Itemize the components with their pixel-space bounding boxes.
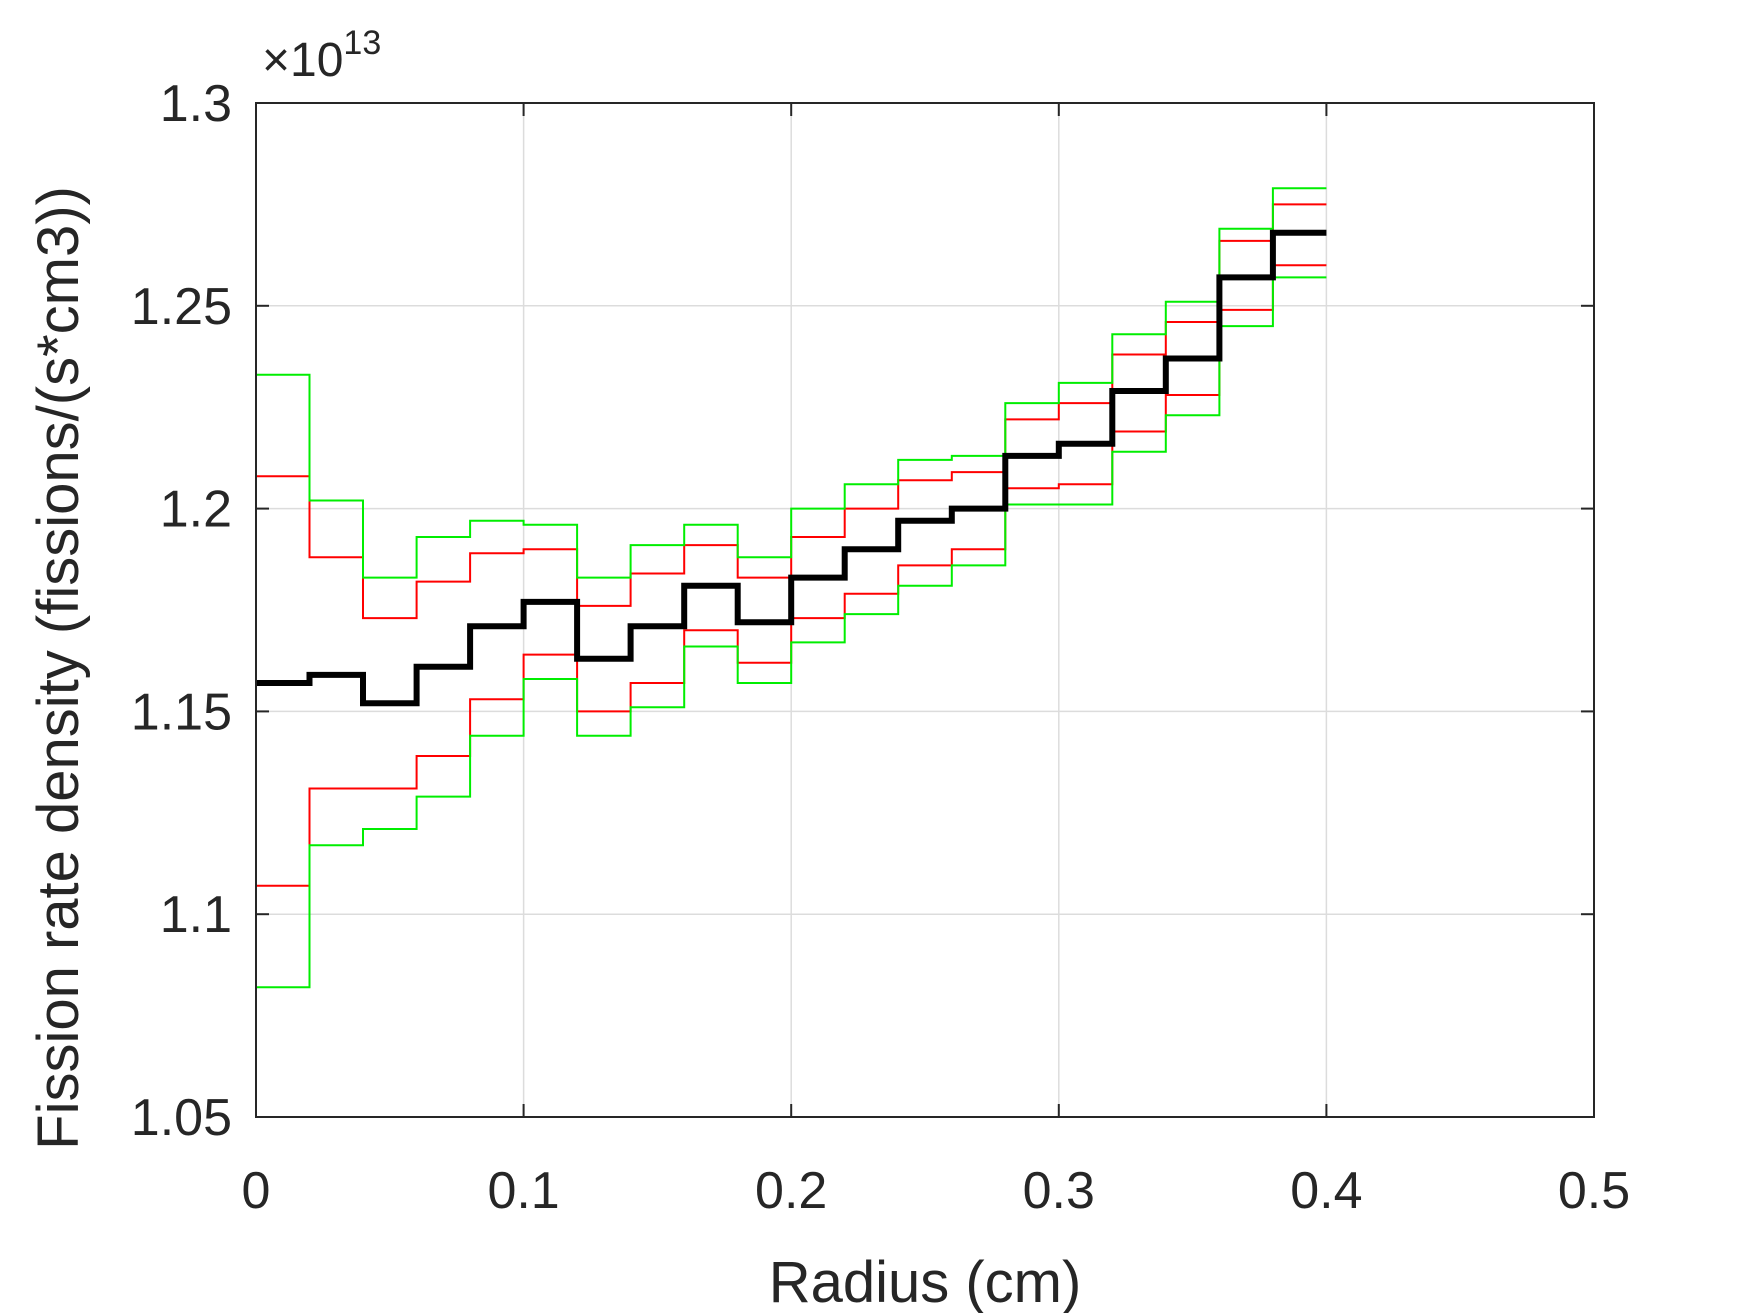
- x-tick-label: 0.2: [755, 1162, 827, 1220]
- y-exponent-power: 13: [343, 24, 381, 62]
- y-tick-label: 1.3: [160, 75, 232, 133]
- series-line-3: [256, 187, 1327, 579]
- y-tick-label: 1.1: [160, 886, 232, 944]
- x-tick-label: 0.3: [1023, 1162, 1095, 1220]
- y-tick-labels: 1.05 1.1 1.15 1.2 1.25 1.3: [131, 75, 232, 1147]
- series-line-0: [256, 229, 1327, 707]
- y-axis-title: Fission rate density (fissions/(s*cm3)): [26, 186, 91, 1150]
- y-tick-label: 1.25: [131, 278, 232, 336]
- x-tick-label: 0.4: [1290, 1162, 1362, 1220]
- y-tick-label: 1.05: [131, 1089, 232, 1147]
- x-tick-label: 0: [242, 1162, 271, 1220]
- x-tick-labels: 0 0.1 0.2 0.3 0.4 0.5: [242, 1162, 1631, 1220]
- y-tick-label: 1.2: [160, 481, 232, 539]
- x-axis-title: Radius (cm): [769, 1250, 1082, 1313]
- axis-ticks: [255, 102, 1595, 1118]
- x-tick-label: 0.1: [487, 1162, 559, 1220]
- plot-area-border: [255, 102, 1595, 1118]
- y-tick-label: 1.15: [131, 683, 232, 741]
- y-exponent-label: ×1013: [262, 24, 381, 87]
- series-line-4: [256, 276, 1327, 989]
- series-group: [256, 187, 1327, 989]
- y-exponent-base: ×10: [262, 34, 343, 87]
- x-tick-label: 0.5: [1558, 1162, 1630, 1220]
